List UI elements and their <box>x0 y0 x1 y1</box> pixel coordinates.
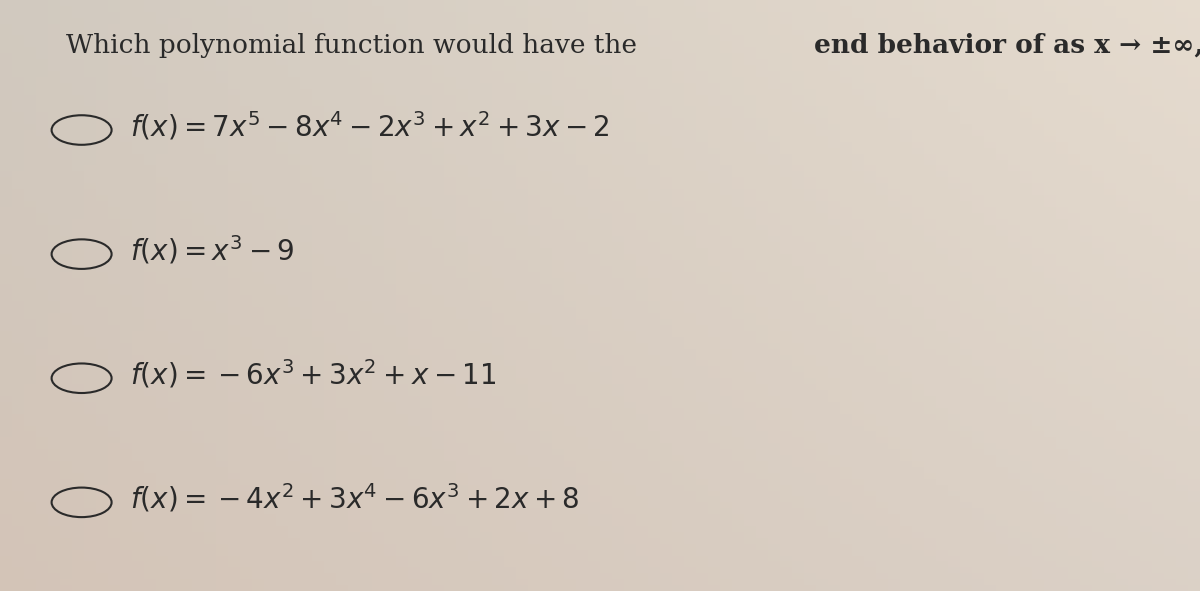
Text: Which polynomial function would have the: Which polynomial function would have the <box>66 33 646 57</box>
Text: $f(x) = x^3 - 9$: $f(x) = x^3 - 9$ <box>130 233 294 267</box>
Text: $f(x) = -6x^3 + 3x^2 + x - 11$: $f(x) = -6x^3 + 3x^2 + x - 11$ <box>130 358 496 391</box>
Text: $f(x) = 7x^5 - 8x^4 - 2x^3 + x^2 + 3x - 2$: $f(x) = 7x^5 - 8x^4 - 2x^3 + x^2 + 3x - … <box>130 109 610 142</box>
Text: $f(x) = -4x^2 + 3x^4 - 6x^3 + 2x + 8$: $f(x) = -4x^2 + 3x^4 - 6x^3 + 2x + 8$ <box>130 482 580 515</box>
Text: end behavior of as x → ±∞, y → ∞?: end behavior of as x → ±∞, y → ∞? <box>814 33 1200 57</box>
